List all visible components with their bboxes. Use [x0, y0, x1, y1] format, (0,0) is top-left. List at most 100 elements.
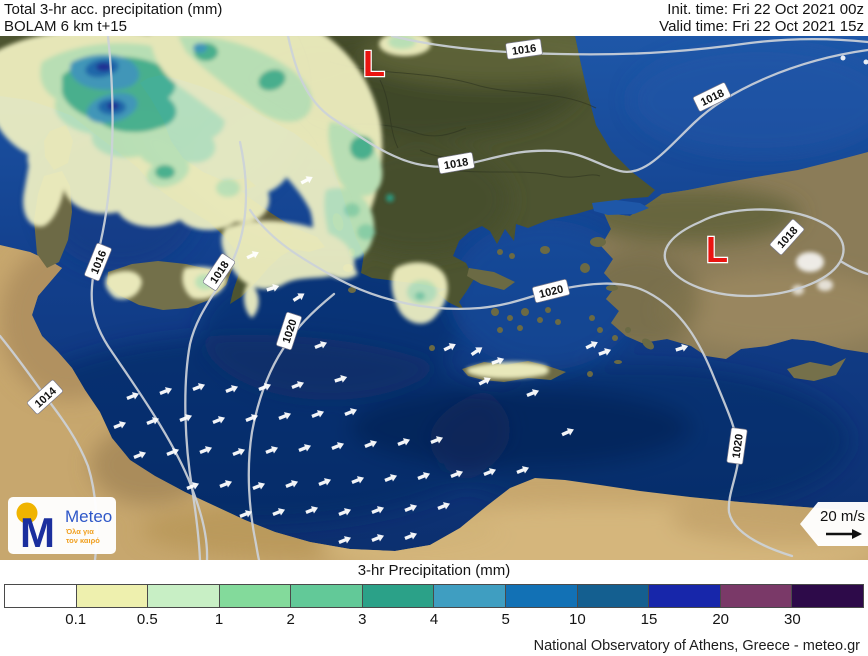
- wind-arrow-icon: [516, 466, 530, 475]
- wind-arrow-icon: [291, 381, 305, 390]
- wind-arrow-icon: [272, 508, 286, 517]
- wind-arrow-icon: [598, 348, 612, 356]
- wind-arrow-icon: [364, 440, 378, 449]
- meteo-logo[interactable]: M Meteo Όλα για τον καιρό: [8, 497, 116, 556]
- wind-arrow-icon: [318, 478, 332, 487]
- wind-arrow-icon: [166, 448, 180, 457]
- wind-arrow-icon: [212, 416, 226, 425]
- svg-text:1020: 1020: [731, 433, 746, 459]
- wind-arrow-icon: [126, 392, 140, 401]
- logo-m-icon: M: [20, 509, 55, 556]
- legend-segment: [505, 585, 577, 607]
- wind-arrow-icon: [404, 504, 418, 513]
- legend-segment: [147, 585, 219, 607]
- wind-arrow-icon: [344, 408, 358, 417]
- credit-text: National Observatory of Athens, Greece -…: [533, 638, 860, 654]
- wind-arrow-icon: [159, 387, 173, 396]
- wind-arrow-icon: [478, 377, 491, 386]
- legend-segment: [719, 585, 792, 607]
- wind-arrow-icon: [437, 502, 451, 511]
- wind-arrow-icon: [675, 344, 689, 352]
- init-time-label: Init. time: Fri 22 Oct 2021 00z: [667, 1, 864, 18]
- legend-tick-label: 0.5: [136, 611, 158, 628]
- legend-segment: [290, 585, 362, 607]
- wind-arrow-icon: [443, 343, 456, 352]
- model-run-label: BOLAM 6 km t+15: [4, 18, 127, 35]
- wind-arrow-icon: [186, 482, 200, 491]
- wind-arrow-icon: [278, 412, 292, 421]
- wind-arrow-icon: [258, 383, 272, 392]
- legend-segment: [5, 585, 76, 607]
- weather-map: 1016101810181016101410181020102010201018…: [0, 36, 868, 560]
- wind-arrow-icon: [245, 414, 259, 423]
- low-pressure-marker: L: [363, 43, 385, 84]
- wind-arrow-icon: [300, 176, 313, 185]
- wind-arrow-icon: [491, 357, 505, 365]
- wind-arrow-icon: [285, 480, 299, 489]
- wind-arrow-icon: [430, 436, 444, 445]
- legend-tick-label: 1: [214, 611, 224, 628]
- legend-segment: [218, 585, 291, 607]
- map-title: Total 3-hr acc. precipitation (mm): [4, 1, 223, 18]
- legend-tick-label: 0.1: [65, 611, 87, 628]
- wind-arrow-icon: [311, 410, 325, 419]
- valid-time-label: Valid time: Fri 22 Oct 2021 15z: [659, 18, 864, 35]
- wind-arrow-icon: [292, 293, 305, 302]
- wind-arrow-icon: [384, 474, 398, 483]
- wind-arrow-icon: [133, 451, 147, 460]
- isobar-label: 1020: [726, 427, 748, 465]
- wind-arrow-icon: [417, 472, 431, 481]
- legend-tick-label: 4: [429, 611, 439, 628]
- wind-arrow-icon: [146, 417, 160, 426]
- legend-segment: [75, 585, 148, 607]
- isobar-label: 1020: [532, 279, 570, 303]
- legend-segment: [791, 585, 863, 607]
- svg-text:1020: 1020: [538, 283, 565, 301]
- wind-arrow-icon: [192, 383, 206, 392]
- wind-arrow-icon: [334, 375, 348, 383]
- wind-arrow-icon: [371, 506, 385, 515]
- legend-tick-label: 2: [286, 611, 295, 628]
- isobar-label: 1020: [276, 311, 302, 351]
- isobar-label: 1016: [505, 38, 543, 60]
- precipitation-overlay: [0, 36, 549, 379]
- wind-arrow-icon: [397, 438, 411, 447]
- wind-arrow-icon: [246, 251, 259, 260]
- wind-arrow-icon: [265, 446, 279, 455]
- wind-arrow-icon: [450, 470, 464, 479]
- isobar-label: 1018: [437, 152, 475, 174]
- legend-tick-label: 10: [568, 611, 586, 628]
- wind-arrow-icon: [351, 476, 365, 485]
- wind-arrow-icon: [298, 444, 312, 453]
- wind-arrow-icon: [371, 534, 385, 543]
- legend-tick-label: 20: [712, 611, 729, 628]
- isobar-lines: [0, 36, 868, 560]
- wind-arrow-icon: [239, 510, 253, 519]
- wind-arrow-icon: [225, 385, 239, 394]
- legend-title: 3-hr Precipitation (mm): [357, 562, 511, 579]
- wind-arrow-icon: [252, 482, 266, 491]
- wind-arrow-icon: [338, 508, 352, 517]
- wind-arrow-icon: [331, 442, 345, 451]
- legend-tick-label: 30: [783, 611, 801, 628]
- logo-brand: Meteo: [65, 507, 112, 526]
- legend-segment: [433, 585, 506, 607]
- svg-text:1018: 1018: [443, 156, 469, 172]
- legend-segment: [648, 585, 720, 607]
- wind-arrow-icon: [232, 448, 246, 457]
- wind-arrow-field: [113, 176, 689, 545]
- logo-tagline-1: Όλα για: [65, 527, 94, 536]
- legend-tick-label: 3: [358, 611, 367, 628]
- legend-tick-label: 5: [501, 611, 510, 628]
- wind-arrow-icon: [526, 389, 540, 398]
- sea-of-marmara: [592, 200, 649, 215]
- wind-scale: 20 m/s: [800, 502, 868, 546]
- wind-arrow-icon: [561, 428, 574, 437]
- legend-tick-label: 15: [640, 611, 658, 628]
- wind-scale-label: 20 m/s: [820, 508, 865, 525]
- wind-arrow-icon: [199, 446, 213, 455]
- wind-arrow-icon: [219, 480, 233, 489]
- logo-tagline-2: τον καιρό: [66, 536, 100, 545]
- legend-segment: [576, 585, 649, 607]
- wind-arrow-icon: [113, 421, 127, 430]
